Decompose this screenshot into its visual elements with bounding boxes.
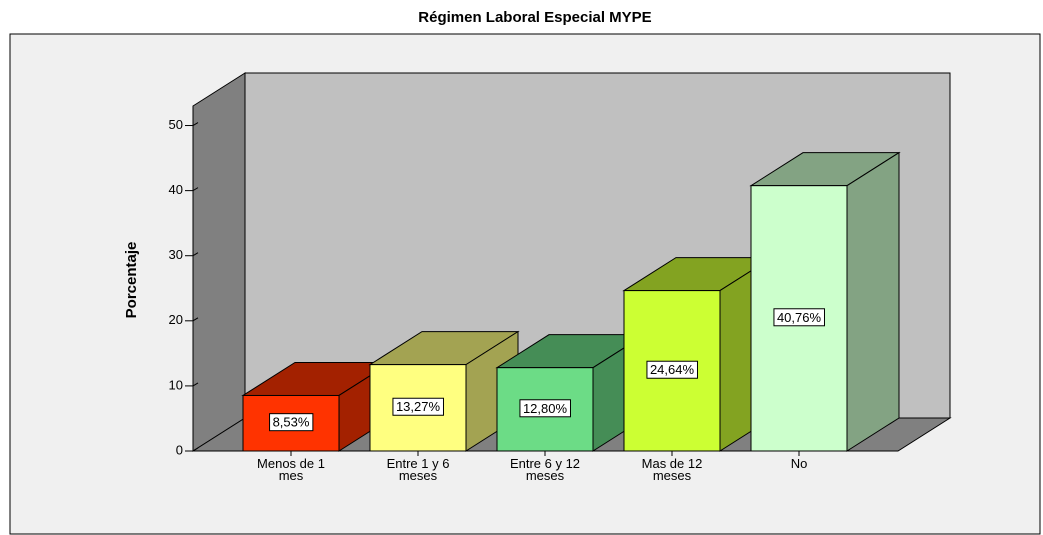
x-tick-label-box: No (790, 458, 808, 471)
left-wall (192, 72, 246, 452)
x-tick-label: No (790, 458, 808, 471)
value-label-box (392, 397, 444, 416)
value-label: 40,76% (777, 310, 822, 325)
x-tick-label: Entre 1 y 6 meses (386, 458, 450, 483)
bar (622, 256, 774, 452)
y-axis-label: Porcentaje (123, 242, 140, 319)
wall-tick (192, 252, 199, 257)
bar (749, 151, 901, 452)
value-label-box (519, 399, 571, 418)
x-tick-label: Mas de 12 meses (641, 458, 703, 483)
x-tick-label: Menos de 1 mes (257, 458, 325, 483)
value-label: 8,53% (273, 415, 310, 430)
y-tick-label: 20 (169, 312, 183, 327)
bar-side (846, 151, 900, 452)
chart-title: Régimen Laboral Especial MYPE (418, 9, 651, 26)
y-tick-label: 30 (169, 247, 183, 262)
x-tick-label-box: Entre 1 y 6 meses (386, 458, 450, 483)
value-label-box (269, 413, 314, 432)
wall-tick (192, 382, 199, 387)
wall-tick (192, 187, 199, 192)
value-label: 13,27% (396, 399, 441, 414)
wall-tick (192, 317, 199, 322)
y-tick-label: 10 (169, 377, 183, 392)
value-label-box (646, 360, 698, 379)
x-tick-label-box: Entre 6 y 12 meses (509, 458, 581, 483)
x-tick-label-box: Menos de 1 mes (257, 458, 325, 483)
wall-tick (192, 447, 199, 452)
y-tick-label: 50 (169, 117, 183, 132)
value-label-box (773, 308, 825, 327)
x-tick-label-box: Mas de 12 meses (641, 458, 703, 483)
y-tick-label: 0 (176, 442, 183, 457)
y-tick-label: 40 (169, 182, 183, 197)
x-tick-label: Entre 6 y 12 meses (509, 458, 581, 483)
value-label: 24,64% (650, 362, 695, 377)
wall-tick (192, 122, 199, 126)
value-label: 12,80% (523, 401, 568, 416)
